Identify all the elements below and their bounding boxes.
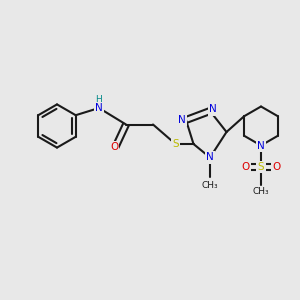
Text: S: S	[258, 162, 264, 172]
Text: S: S	[172, 139, 179, 149]
Text: O: O	[241, 162, 250, 172]
Text: O: O	[110, 142, 118, 152]
Text: N: N	[95, 103, 103, 113]
Text: N: N	[206, 152, 214, 163]
Text: O: O	[272, 162, 281, 172]
Text: H: H	[96, 95, 102, 104]
Text: N: N	[257, 140, 265, 151]
Text: CH₃: CH₃	[253, 188, 269, 196]
Text: N: N	[178, 115, 185, 125]
Text: N: N	[209, 104, 217, 115]
Text: CH₃: CH₃	[202, 181, 218, 190]
